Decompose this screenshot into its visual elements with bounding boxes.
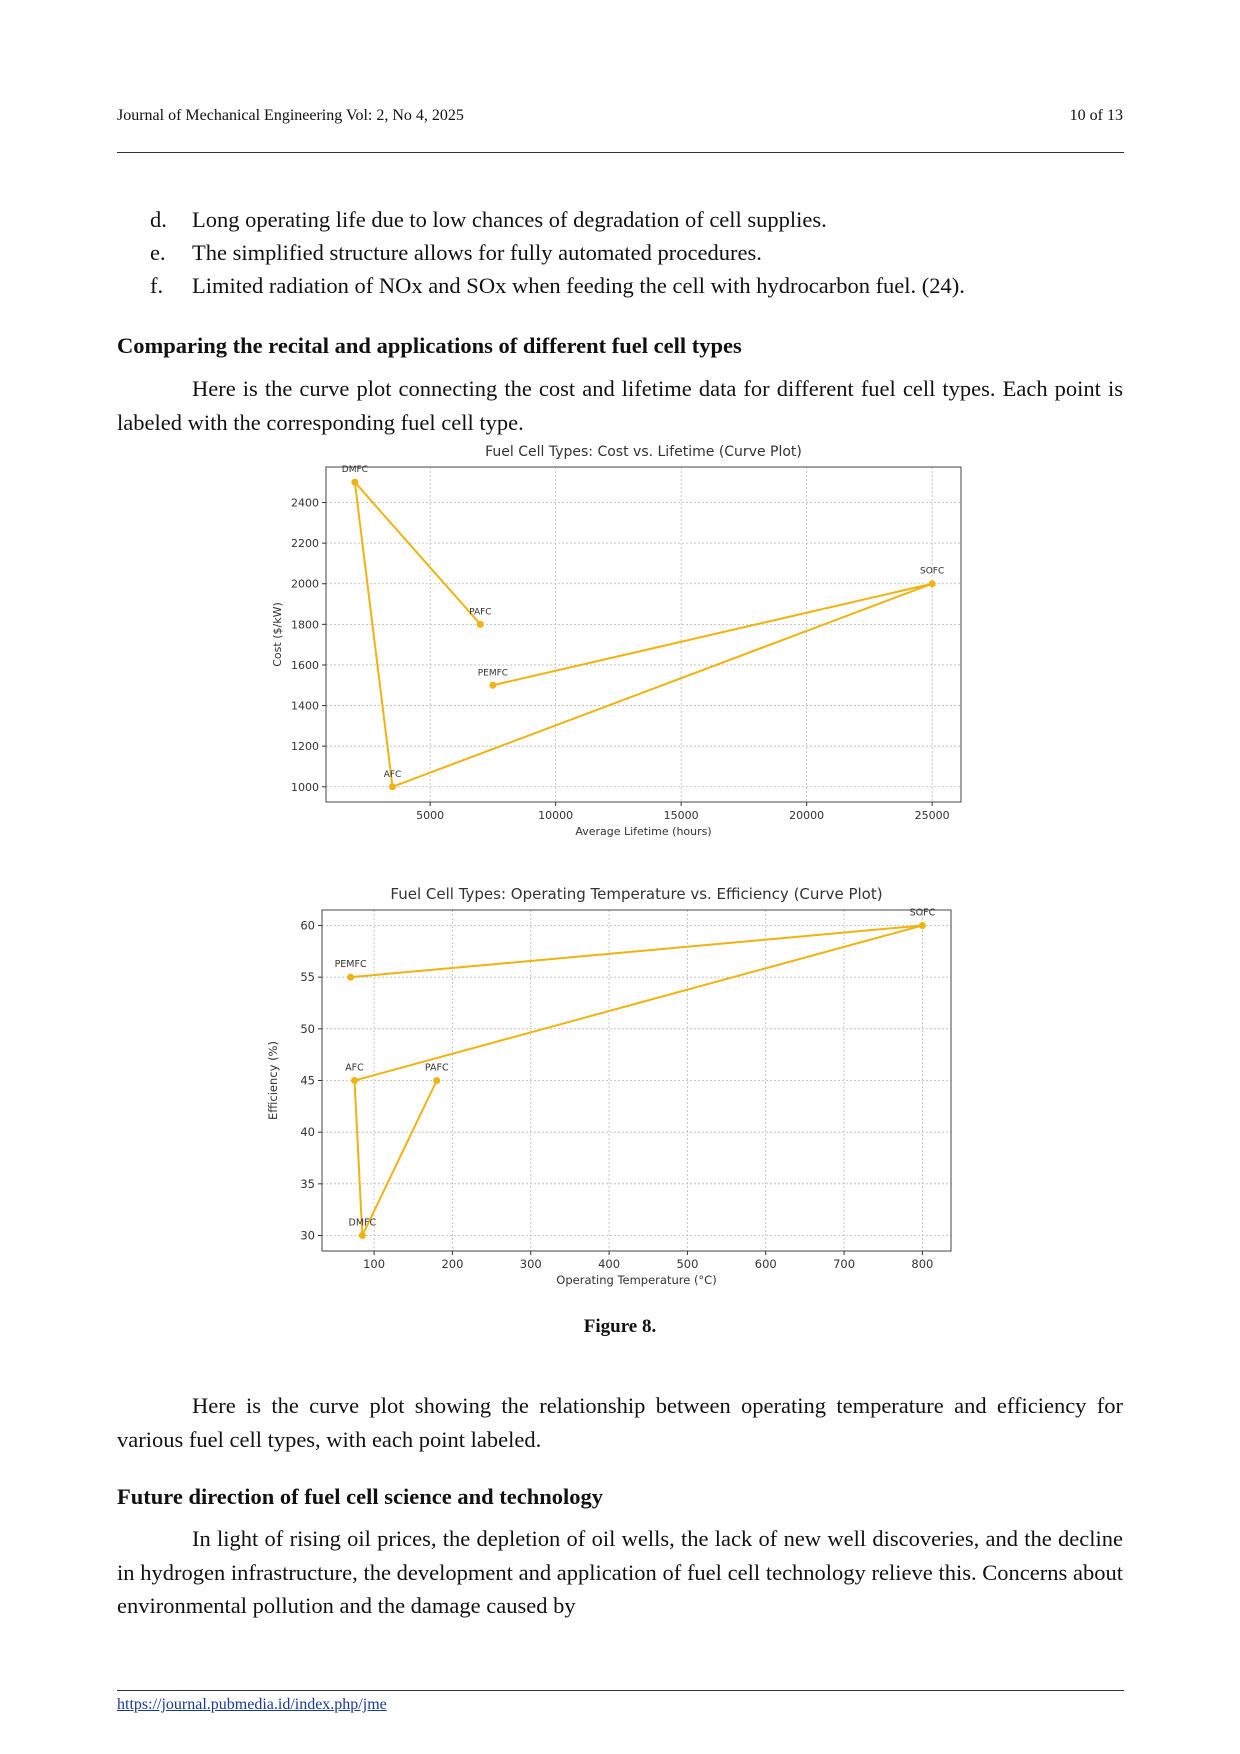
y-axis-label: Cost ($/kW) [271,602,284,667]
point-label: PEMFC [335,959,367,970]
y-tick-label: 2400 [291,497,319,510]
point-label: SOFC [910,908,936,919]
chart-title: Fuel Cell Types: Cost vs. Lifetime (Curv… [485,444,802,460]
x-tick-label: 100 [363,1257,385,1271]
data-point [358,1232,366,1239]
y-tick-label: 60 [300,919,315,933]
header-page: 10 of 13 [1069,107,1123,124]
x-tick-label: 700 [833,1257,855,1271]
y-tick-label: 1000 [291,781,319,794]
chart-title: Fuel Cell Types: Operating Temperature v… [390,885,882,903]
point-label: AFC [345,1063,364,1074]
point-label: PAFC [425,1063,449,1074]
paragraph: In light of rising oil prices, the deple… [117,1526,1123,1618]
list-marker: f. [150,273,164,298]
y-tick-label: 55 [300,970,315,984]
data-point [351,478,359,486]
point-label: SOFC [920,567,944,577]
y-tick-label: 35 [300,1177,315,1191]
y-tick-label: 50 [300,1022,315,1036]
x-tick-label: 15000 [664,809,699,822]
x-axis-label: Operating Temperature (°C) [556,1273,716,1287]
list-item: f. Limited radiation of NOx and SOx when … [150,273,1130,299]
data-point [351,1077,359,1084]
x-tick-label: 400 [598,1257,620,1271]
data-point [928,580,936,588]
list-text: Long operating life due to low chances o… [192,207,827,232]
x-tick-label: 600 [755,1257,777,1271]
x-tick-label: 10000 [538,809,573,822]
data-point [347,973,355,981]
x-tick-label: 5000 [416,809,444,822]
section-heading: Comparing the recital and applications o… [117,333,742,358]
y-axis-label: Efficiency (%) [266,1041,280,1120]
y-tick-label: 1600 [291,659,319,672]
header-rule [117,152,1124,153]
list-item: e. The simplified structure allows for fu… [150,240,1130,266]
point-label: PEMFC [478,668,508,678]
list-text: The simplified structure allows for full… [192,240,762,265]
list-text: Limited radiation of NOx and SOx when fe… [192,273,965,298]
figure-caption: Figure 8. [583,1316,657,1337]
y-tick-label: 2200 [291,537,319,550]
paragraph: Here is the curve plot connecting the co… [117,376,1123,435]
plot-frame [321,909,952,1252]
point-label: DMFC [349,1218,377,1229]
y-tick-label: 1200 [291,740,319,753]
x-tick-label: 800 [911,1257,933,1271]
list-marker: d. [150,207,167,232]
y-tick-label: 2000 [291,578,319,591]
plot-frame [325,466,962,803]
x-tick-label: 20000 [789,809,824,822]
x-axis-label: Average Lifetime (hours) [575,825,711,838]
data-line [353,479,933,789]
footer-link[interactable]: https://journal.pubmedia.id/index.php/jm… [117,1696,387,1713]
data-point [389,783,397,791]
paragraph: Here is the curve plot showing the relat… [117,1393,1123,1452]
data-point [433,1077,441,1084]
y-tick-label: 45 [300,1074,315,1088]
data-point [476,620,484,628]
data-point [918,922,926,929]
y-tick-label: 1800 [291,618,319,631]
list-item: d. Long operating life due to low chances… [150,207,1130,233]
x-tick-label: 500 [676,1257,698,1271]
footer-rule [117,1690,1124,1691]
list-marker: e. [150,240,166,265]
y-tick-label: 30 [300,1229,315,1243]
header-journal: Journal of Mechanical Engineering Vol: 2… [117,107,464,124]
point-label: AFC [384,770,402,780]
point-label: PAFC [469,607,491,617]
x-tick-label: 200 [441,1257,463,1271]
section-heading: Future direction of fuel cell science an… [117,1484,603,1509]
point-label: DMFC [342,465,368,475]
data-point [489,681,497,689]
x-tick-label: 300 [520,1257,542,1271]
x-tick-label: 25000 [915,809,950,822]
y-tick-label: 1400 [291,700,319,713]
y-tick-label: 40 [300,1125,315,1139]
